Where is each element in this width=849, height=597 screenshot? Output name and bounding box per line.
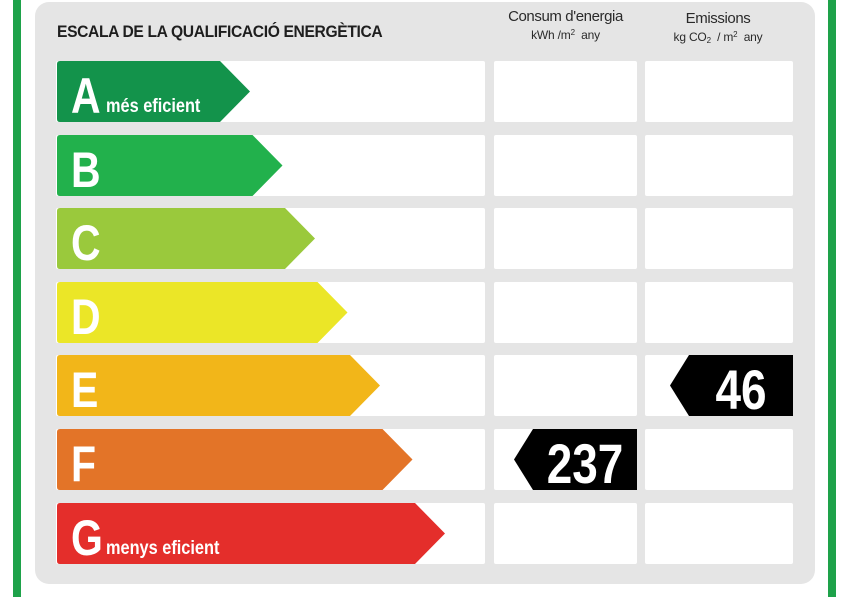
class-letter-a: A — [71, 68, 101, 124]
class-arrow-c — [57, 208, 315, 269]
class-letter-f: F — [71, 436, 96, 492]
class-arrow-a — [57, 61, 250, 122]
consumption-cell-b — [494, 135, 637, 196]
column-header-consumption-unit: kWh /m2 any — [531, 28, 600, 42]
consumption-cell-c — [494, 208, 637, 269]
class-arrow-g — [57, 503, 445, 564]
emissions-cell-g — [645, 503, 793, 564]
consumption-rating-value: 237 — [547, 433, 624, 495]
consumption-cell-d — [494, 282, 637, 343]
class-arrow-f — [57, 429, 413, 490]
emissions-cell-a — [645, 61, 793, 122]
class-letter-b: B — [71, 142, 101, 198]
emissions-cell-d — [645, 282, 793, 343]
class-arrow-e — [57, 355, 380, 416]
consumption-cell-e — [494, 355, 637, 416]
column-header-emissions-unit: kg CO2 / m2 any — [673, 30, 763, 45]
column-header-emissions: Emissions kg CO2 / m2 any — [644, 10, 792, 45]
emissions-rating-value: 46 — [715, 359, 766, 421]
emissions-cell-c — [645, 208, 793, 269]
class-note-a: més eficient — [106, 95, 200, 116]
chart-title: ESCALA DE LA QUALIFICACIÓ ENERGÈTICA — [57, 22, 383, 41]
column-header-emissions-name: Emissions — [685, 10, 751, 27]
consumption-rating-badge — [514, 429, 637, 490]
emissions-cell-f — [645, 429, 793, 490]
class-letter-d: D — [71, 289, 101, 345]
consumption-cell-a — [494, 61, 637, 122]
frame-left-border — [13, 0, 21, 597]
class-letter-e: E — [71, 362, 98, 418]
class-arrow-b — [57, 135, 283, 196]
frame-right-border — [828, 0, 836, 597]
emissions-cell-b — [645, 135, 793, 196]
column-header-consumption-name: Consum d'energia — [508, 8, 623, 25]
class-arrow-d — [57, 282, 348, 343]
class-note-g: menys eficient — [106, 537, 220, 558]
emissions-rating-badge — [670, 355, 793, 416]
class-letter-g: G — [71, 510, 103, 566]
column-header-consumption: Consum d'energia kWh /m2 any — [494, 8, 637, 42]
class-letter-c: C — [71, 215, 101, 271]
consumption-cell-g — [494, 503, 637, 564]
